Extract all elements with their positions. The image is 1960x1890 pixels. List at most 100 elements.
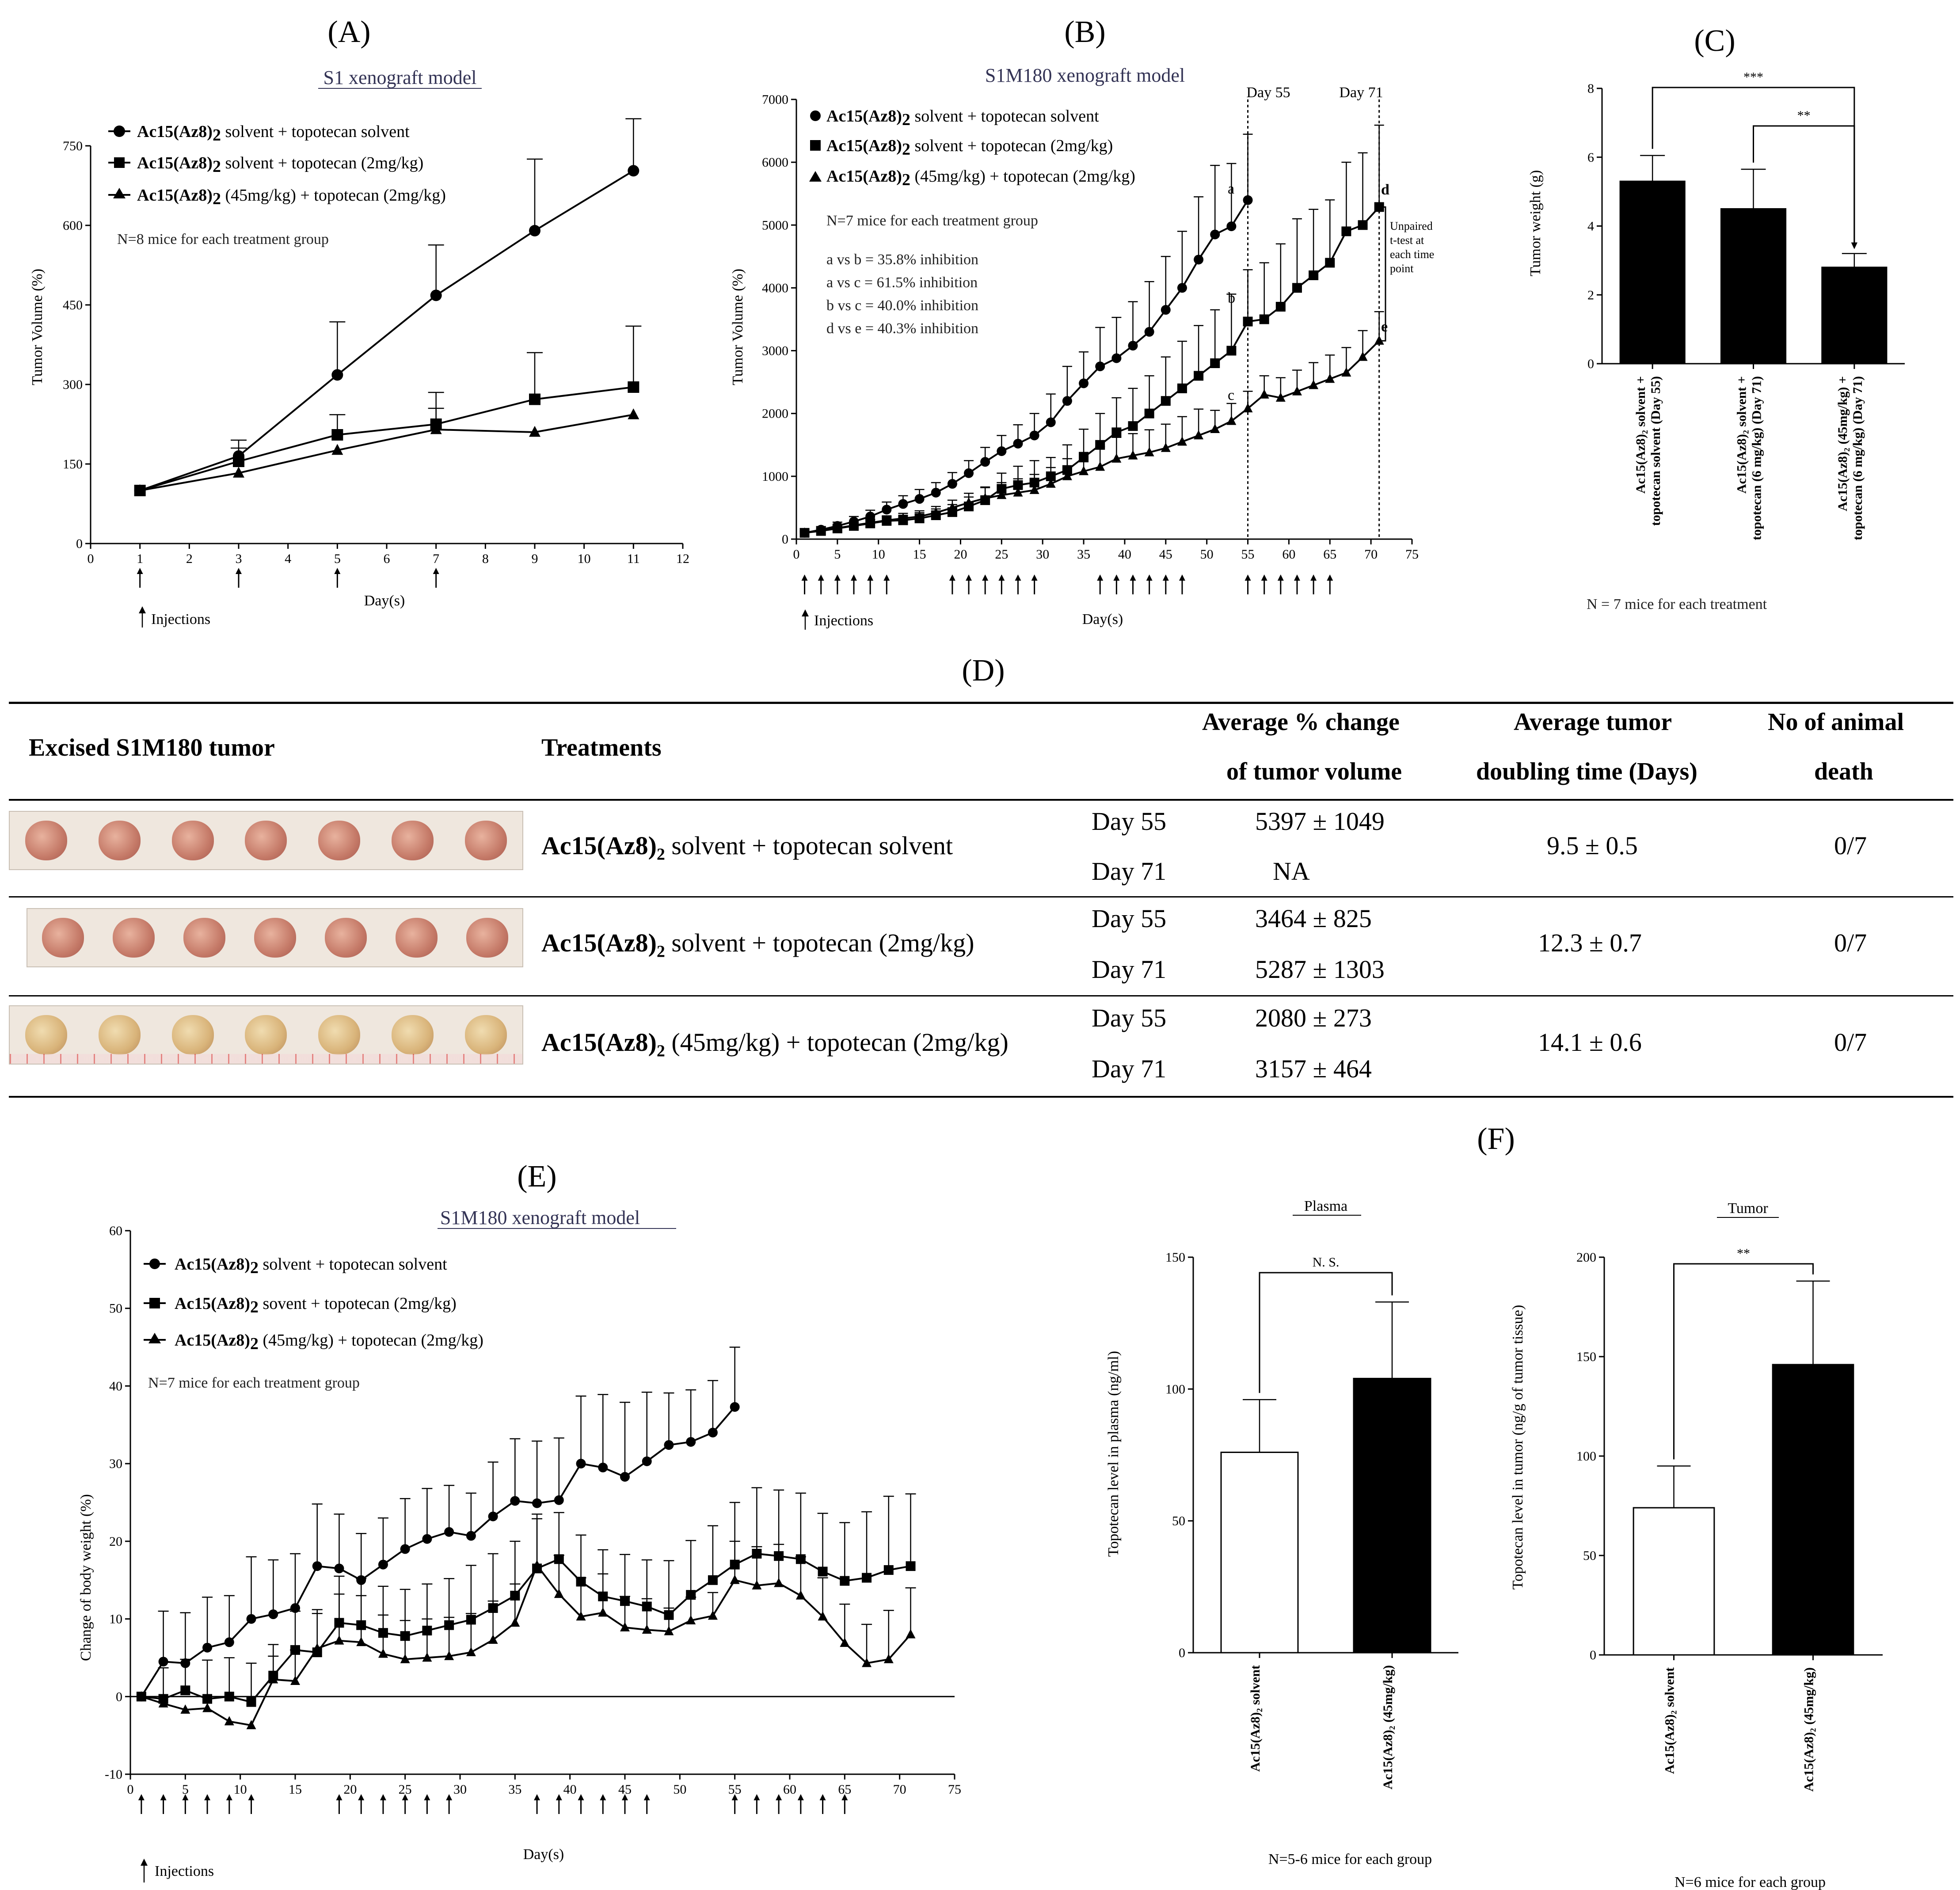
data-point — [865, 517, 875, 527]
inhib-2: a vs c = 61.5% inhibition — [826, 274, 978, 291]
note-f-plasma-n: N=5-6 mice for each group — [1268, 1851, 1432, 1867]
x-tick-label: 0 — [127, 1782, 134, 1797]
day71-label: Day 71 — [1339, 84, 1383, 101]
data-point — [224, 1637, 234, 1647]
category-label: Ac15(Az8)₂ solvent + — [1735, 376, 1749, 494]
significance-label: ** — [1797, 108, 1811, 123]
data-point — [1309, 380, 1319, 389]
injection-arrow-head — [424, 1794, 430, 1800]
data-point — [774, 1578, 784, 1587]
data-point — [202, 1703, 213, 1712]
y-tick-label: 10 — [109, 1612, 122, 1627]
x-tick-label: 1 — [137, 551, 143, 566]
injection-arrow-head — [949, 574, 955, 581]
data-point — [628, 165, 639, 177]
injection-arrow-head — [883, 574, 890, 581]
x-tick-label: 10 — [872, 547, 885, 562]
category-label: Ac15(Az8)₂ (45mg/kg) + — [1835, 376, 1850, 511]
data-point — [331, 444, 343, 455]
data-point — [882, 505, 892, 515]
bar — [1772, 1364, 1854, 1656]
y-tick-label: 0 — [1590, 1648, 1596, 1662]
data-point — [356, 1637, 366, 1647]
data-point — [334, 1635, 344, 1645]
y-tick-label: 1000 — [762, 469, 788, 484]
data-point — [1259, 389, 1269, 399]
data-point — [1095, 461, 1105, 471]
data-point — [1144, 408, 1154, 418]
data-point — [224, 1692, 234, 1702]
svg-text:Ac15(Az8)2 solvent + topotecan: Ac15(Az8)2 solvent + topotecan solvent — [137, 122, 410, 145]
x-tick-label: 20 — [343, 1782, 357, 1797]
y-tick-label: 2000 — [762, 407, 788, 421]
injection-arrow-head — [1097, 574, 1104, 581]
svg-text:Ac15(Az8)2 (45mg/kg) + topotec: Ac15(Az8)2 (45mg/kg) + topotecan (2mg/kg… — [826, 167, 1135, 189]
x-tick-label: 10 — [578, 551, 591, 566]
injection-arrow-head — [137, 568, 143, 574]
data-point — [532, 1560, 542, 1570]
letter-b: b — [1228, 290, 1235, 306]
x-tick-label: 15 — [913, 547, 926, 562]
data-point — [1259, 314, 1269, 324]
y-tick-label: 50 — [1172, 1514, 1185, 1529]
svg-text:(D): (D) — [962, 654, 1005, 688]
note-c-n: N = 7 mice for each treatment — [1587, 596, 1767, 612]
data-point — [1243, 195, 1253, 205]
y-tick-label: 300 — [63, 377, 83, 392]
data-point — [1079, 466, 1089, 475]
note-e-n: N=7 mice for each treatment group — [148, 1375, 360, 1391]
injection-arrow-head — [1130, 574, 1136, 581]
data-point — [529, 393, 540, 405]
f-tumor-ylabel: Topotecan level in tumor (ng/g of tumor … — [1510, 1305, 1526, 1590]
tumor-photo-1 — [9, 811, 523, 870]
data-point — [1194, 430, 1204, 440]
treatment-row-1: Ac15(Az8)2 solvent + topotecan solvent — [541, 831, 953, 864]
y-tick-label: 7000 — [762, 92, 788, 107]
r2-day55: Day 55 — [1092, 904, 1167, 933]
significance-bracket — [1753, 125, 1855, 247]
r1-v55: 5397 ± 1049 — [1255, 807, 1385, 836]
b-injections-note: Injections — [814, 612, 873, 629]
data-point — [202, 1643, 213, 1653]
r3-death: 0/7 — [1834, 1028, 1867, 1057]
data-point — [378, 1648, 388, 1658]
significance-label: N. S. — [1313, 1255, 1340, 1270]
data-point — [136, 1691, 146, 1701]
bar — [1633, 1507, 1715, 1656]
injection-arrow-head — [358, 1794, 365, 1800]
data-point — [1111, 453, 1122, 463]
panel-e-subtitle: S1M180 xenograft model — [440, 1207, 640, 1228]
svg-text:Ac15(Az8)2 sovent + topotecan: Ac15(Az8)2 sovent + topotecan (2mg/kg) — [175, 1294, 457, 1316]
series-line — [140, 414, 634, 491]
data-point — [628, 381, 639, 393]
series-line — [141, 1406, 736, 1697]
panel-d-title: (D) — [962, 654, 1005, 688]
data-point — [290, 1676, 300, 1685]
data-point — [862, 1573, 872, 1583]
injection-arrow-head — [182, 1794, 189, 1800]
note-f-tumor-n: N=6 mice for each group — [1675, 1874, 1826, 1890]
series-line — [141, 1552, 911, 1703]
data-point — [312, 1643, 322, 1653]
data-point — [1161, 442, 1171, 452]
a-ylabel: Tumor Volume (%) — [29, 269, 46, 385]
x-tick-label: 75 — [948, 1782, 961, 1797]
data-point — [400, 1654, 410, 1663]
bar — [1619, 180, 1686, 365]
data-point — [529, 225, 540, 236]
data-point — [290, 1603, 300, 1613]
letter-c: c — [1228, 387, 1234, 403]
data-point — [882, 515, 892, 525]
panel-a-subtitle: S1 xenograft model — [323, 67, 476, 88]
day55-label: Day 55 — [1246, 84, 1290, 101]
data-point — [1177, 283, 1187, 293]
data-point — [598, 1462, 608, 1472]
injection-arrow-head — [851, 574, 857, 581]
data-point — [1013, 438, 1023, 449]
note-b-n: N=7 mice for each treatment group — [826, 213, 1038, 229]
data-point — [598, 1607, 608, 1617]
x-tick-label: 30 — [1036, 547, 1049, 562]
treatment-row-3: Ac15(Az8)2 (45mg/kg) + topotecan (2mg/kg… — [541, 1028, 1009, 1061]
data-point — [158, 1657, 168, 1667]
x-tick-label: 0 — [793, 547, 800, 562]
